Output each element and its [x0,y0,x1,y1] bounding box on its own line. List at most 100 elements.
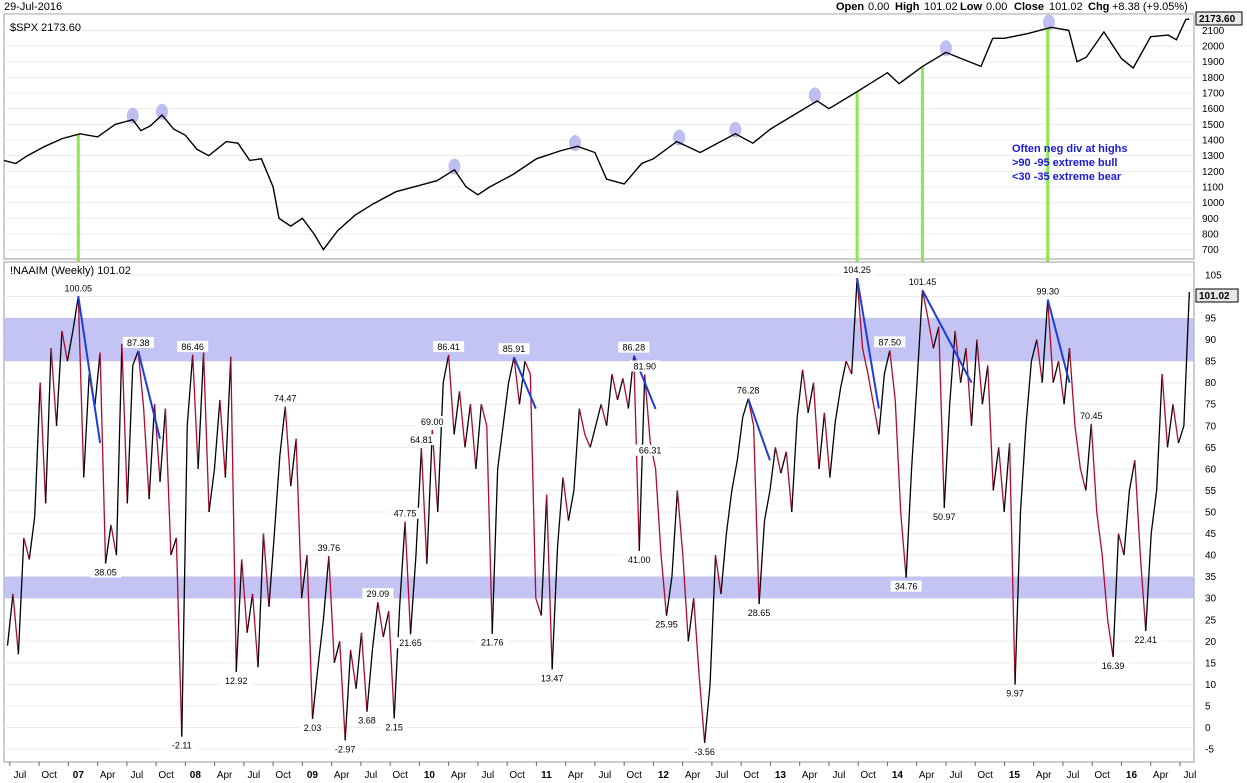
spx-gridlines [4,14,1194,251]
naaim-segment [1101,555,1109,620]
divergence-line [921,289,973,384]
naaim-segment [1047,299,1054,383]
x-tick-label: Oct [158,770,174,781]
naaim-y-tick-label: 40 [1205,551,1217,562]
naaim-segment [246,593,254,633]
naaim-y-tick-label: 0 [1205,723,1211,734]
x-tick-label: 09 [307,770,319,781]
naaim-data-label: 70.45 [1080,411,1103,421]
naaim-segment [39,382,47,504]
header-open-value: 0.00 [868,1,889,13]
naaim-segment [317,619,325,668]
naaim-segment [671,490,679,577]
naaim-data-label: 12.92 [225,676,248,686]
note-line-3: <30 -35 extreme bear [1012,171,1122,183]
naaim-segment [159,408,167,482]
naaim-segment [834,386,842,422]
naaim-data-label-bg [476,636,508,648]
naaim-segment [121,343,128,504]
naaim-segment [453,391,461,435]
x-tick-label: Apr [451,770,467,781]
naaim-segment [371,602,379,651]
naaim-data-label-bg [220,674,252,686]
spx-highlight-marker [808,87,821,104]
naaim-y-tick-label: 45 [1205,529,1217,540]
naaim-segment [676,490,684,556]
naaim-segment [409,555,417,635]
spx-y-tick-label: 1600 [1202,104,1225,115]
x-tick-label: 13 [775,770,787,781]
naaim-segment [654,468,662,556]
naaim-data-label-bg [269,392,301,404]
x-tick-label: 10 [424,770,436,781]
x-tick-label: 08 [190,770,202,781]
naaim-y-tick-label: -5 [1205,745,1214,756]
naaim-segment [6,593,14,646]
naaim-segment [126,365,134,504]
x-tick-label: Apr [568,770,584,781]
spx-y-axis: 700 800 900 1000 1100 1200 1300 1400 1500 1600 170… [1202,10,1225,256]
spx-y-tick-label: 1200 [1202,167,1225,178]
x-tick-label: Apr [100,770,116,781]
spx-green-markers [76,28,1050,300]
naaim-segment [143,408,150,500]
x-tick-label: 15 [1009,770,1021,781]
naaim-data-label: -2.97 [335,744,356,754]
header-low-value: 0.00 [986,1,1007,13]
spx-panel-frame [3,13,1195,260]
naaim-segment [284,406,292,487]
bear-zone-band [4,576,1194,599]
naaim-segment [595,404,602,426]
naaim-segment [61,330,69,362]
naaim-segment [197,352,205,469]
x-tick-label: Jul [247,770,260,781]
naaim-data-label-bg [362,588,394,600]
naaim-segment [529,374,537,599]
naaim-data-label: 34.76 [895,582,918,592]
naaim-segment [464,404,472,448]
x-tick-label: Jul [950,770,963,781]
naaim-segment [273,455,281,534]
naaim-segment [382,611,390,638]
naaim-segment [894,399,902,513]
naaim-segment [682,555,689,642]
naaim-panel-title: !NAAIM (Weekly) 101.02 [10,265,131,277]
note-line-1: Often neg div at highs [1012,143,1128,155]
naaim-segment [1172,404,1180,444]
naaim-y-axis: -5 0 5 10 15 20 25 30 35 40 45 50 55 60 65 70 75 80 85 90 95… [1205,270,1222,755]
x-tick-label: Apr [217,770,233,781]
naaim-segment [311,667,319,719]
naaim-segment [99,352,107,564]
naaim-last-value: 101.02 [1199,291,1230,302]
naaim-segment [339,641,346,741]
naaim-segment [491,468,499,634]
bull-zone-band [4,318,1194,362]
naaim-segment [83,374,90,478]
naaim-segment [208,468,216,513]
naaim-data-label-bg [381,721,407,733]
header-close-value: 101.02 [1049,1,1083,13]
naaim-y-tick-label: 95 [1205,314,1217,325]
divergence-line [77,296,102,444]
naaim-data-label: 86.46 [181,342,204,352]
naaim-segment [404,521,412,635]
naaim-data-label: 101.45 [909,277,937,287]
naaim-segment [921,290,929,319]
naaim-segment [573,408,581,491]
naaim-segment [175,537,183,737]
naaim-segment [268,533,276,607]
naaim-segment [976,339,984,405]
naaim-y-tick-label: 35 [1205,572,1217,583]
naaim-segment [518,361,526,405]
naaim-y-tick-label: 20 [1205,637,1217,648]
naaim-data-label: 81.90 [633,362,656,372]
naaim-segment [796,369,804,418]
naaim-segment [731,460,738,491]
naaim-data-label-bg [732,384,764,396]
naaim-segment [840,361,847,388]
naaim-segment [829,421,836,478]
chart-header: 29-Jul-2016 Open 0.00 High 101.02 Low 0.… [4,1,1188,13]
naaim-data-label: 66.31 [639,446,662,456]
naaim-segment [845,360,853,375]
naaim-segment [758,520,766,605]
